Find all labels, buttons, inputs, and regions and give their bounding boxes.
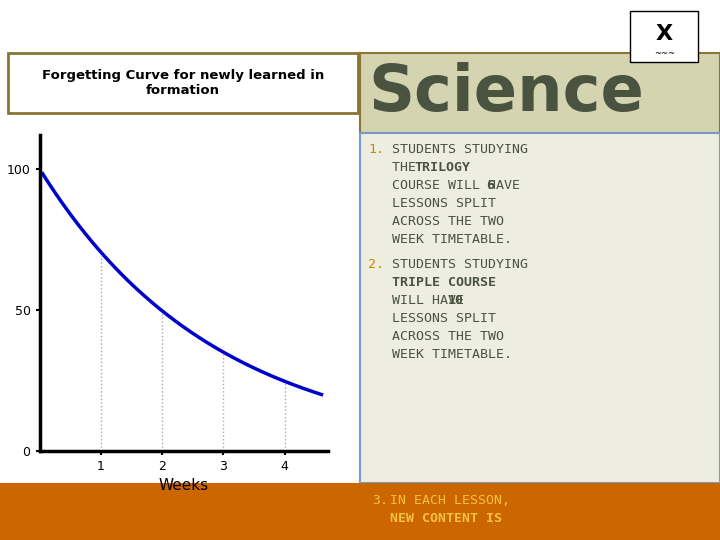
Text: 6: 6 [486,179,495,192]
Bar [360,53,720,133]
Text: NEW CONTENT IS: NEW CONTENT IS [390,511,502,524]
Text: STUDENTS STUDYING: STUDENTS STUDYING [392,258,528,271]
X-axis label: Weeks: Weeks [158,478,209,494]
Text: WILL HAVE: WILL HAVE [392,294,472,307]
Text: STUDENTS STUDYING: STUDENTS STUDYING [392,143,528,156]
Text: ~~~: ~~~ [654,49,675,58]
Text: Forgetting Curve for newly learned in
formation: Forgetting Curve for newly learned in fo… [42,69,324,97]
Bar [360,133,720,483]
Text: THE: THE [392,161,424,174]
Text: TRIPLE COURSE: TRIPLE COURSE [392,276,496,289]
Bar [8,53,358,113]
Text: WEEK TIMETABLE.: WEEK TIMETABLE. [392,348,512,361]
Text: 2.: 2. [368,258,384,271]
Text: TRILOGY: TRILOGY [414,161,470,174]
Text: WEEK TIMETABLE.: WEEK TIMETABLE. [392,233,512,246]
Y-axis label: % Memory retention: % Memory retention [0,233,1,353]
Text: X: X [656,24,672,44]
Text: LESSONS SPLIT: LESSONS SPLIT [392,197,496,210]
Text: IN EACH LESSON,: IN EACH LESSON, [390,494,510,507]
Bar [0,483,720,540]
Text: 3.: 3. [372,494,388,507]
Text: COURSE WILL HAVE: COURSE WILL HAVE [392,179,528,192]
Text: ACROSS THE TWO: ACROSS THE TWO [392,330,504,343]
Text: 1.: 1. [368,143,384,156]
Text: ACROSS THE TWO: ACROSS THE TWO [392,215,504,228]
Text: Science: Science [368,62,644,124]
Text: 10: 10 [448,294,464,307]
Text: LESSONS SPLIT: LESSONS SPLIT [392,312,496,325]
